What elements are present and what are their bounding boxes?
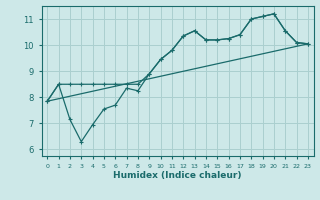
X-axis label: Humidex (Indice chaleur): Humidex (Indice chaleur) bbox=[113, 171, 242, 180]
